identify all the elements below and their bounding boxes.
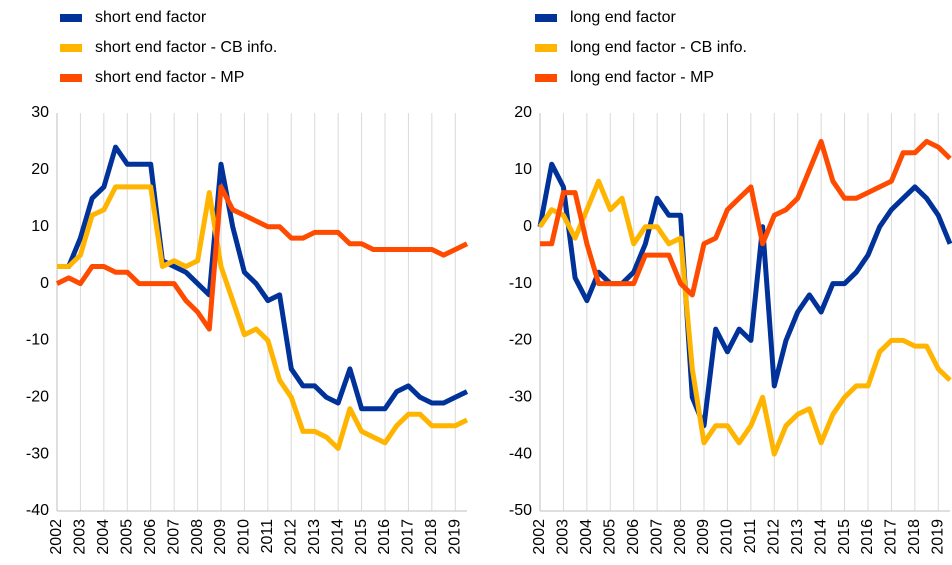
x-tick-label: 2002 [531,519,548,555]
y-tick-label: -40 [509,445,532,462]
x-tick-label: 2018 [423,519,440,555]
legend-label: long end factor - CB info. [570,39,747,56]
x-tick-label: 2016 [859,519,876,555]
x-tick-label: 2005 [602,519,619,555]
data-line [540,138,952,298]
legend-swatch [535,14,557,22]
x-tick-label: 2004 [578,519,595,555]
y-tick-label: 0 [523,218,532,235]
x-tick-label: 2015 [353,519,370,555]
x-tick-label: 2010 [719,519,736,555]
x-tick-label: 2011 [259,519,276,554]
x-tick-label: 2003 [72,519,89,555]
x-tick-label: 2009 [695,519,712,555]
legend-swatch [535,74,557,82]
legend-label: short end factor [95,9,207,26]
y-tick-label: 10 [31,218,49,235]
y-tick-label: -20 [26,389,49,406]
x-tick-label: 2011 [742,519,759,554]
data-line [537,161,952,429]
y-tick-label: -30 [509,389,532,406]
x-tick-label: 2007 [648,519,665,555]
x-tick-label: 2017 [883,519,900,555]
y-tick-label: 30 [31,104,49,121]
data-line [57,144,469,412]
legend-swatch [535,44,557,52]
data-line [57,184,469,451]
x-tick-label: 2004 [95,519,112,555]
x-tick-label: 2019 [447,519,464,555]
y-tick-label: -30 [26,445,49,462]
x-tick-label: 2018 [906,519,923,555]
y-tick-label: -10 [509,275,532,292]
x-tick-label: 2007 [165,519,182,555]
y-tick-label: -20 [509,332,532,349]
x-tick-label: 2015 [836,519,853,555]
x-tick-label: 2002 [48,519,65,555]
y-tick-label: 20 [514,104,532,121]
x-tick-label: 2006 [142,519,159,555]
legend-swatch [60,14,82,22]
x-tick-label: 2013 [306,519,323,555]
legend-label: long end factor - MP [570,69,714,86]
x-tick-label: 2017 [400,519,417,555]
x-tick-label: 2016 [376,519,393,555]
legend-label: short end factor - MP [95,69,244,86]
legend-swatch [60,44,82,52]
legend-swatch [60,74,82,82]
x-tick-label: 2008 [189,519,206,555]
x-tick-label: 2003 [555,519,572,555]
x-tick-label: 2006 [625,519,642,555]
y-tick-label: -40 [26,502,49,519]
x-tick-label: 2019 [930,519,947,555]
data-line [55,184,469,332]
y-tick-label: 10 [514,161,532,178]
x-tick-label: 2012 [766,519,783,555]
x-tick-label: 2010 [236,519,253,555]
y-tick-label: 0 [40,275,49,292]
x-tick-label: 2008 [672,519,689,555]
x-tick-label: 2013 [789,519,806,555]
y-tick-label: -50 [509,502,532,519]
x-tick-label: 2012 [283,519,300,555]
data-line [537,178,952,457]
x-tick-label: 2009 [212,519,229,555]
x-tick-label: 2014 [812,519,829,555]
x-tick-label: 2014 [329,519,346,555]
y-tick-label: 20 [31,161,49,178]
x-tick-label: 2005 [119,519,136,555]
legend-label: long end factor [570,9,677,26]
legend-label: short end factor - CB info. [95,39,277,56]
y-tick-label: -10 [26,332,49,349]
